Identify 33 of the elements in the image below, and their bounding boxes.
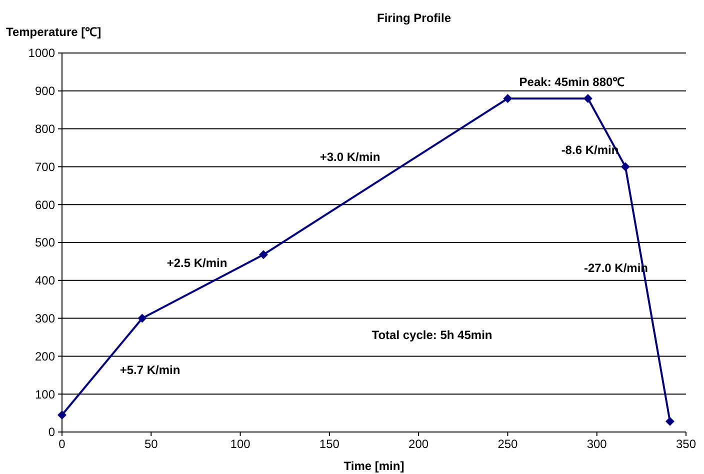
x-axis-title: Time [min] — [344, 459, 404, 473]
annotation: +2.5 K/min — [166, 256, 228, 270]
y-tick-label: 200 — [34, 349, 56, 364]
x-tick-label: 350 — [676, 437, 696, 451]
y-tick-label: 900 — [34, 84, 56, 98]
y-tick-label: 700 — [34, 160, 56, 174]
chart-title: Firing Profile — [376, 11, 452, 25]
point — [58, 410, 66, 420]
point — [620, 162, 630, 172]
point — [503, 94, 512, 103]
annotation: +3.0 K/min — [320, 150, 380, 164]
point — [258, 250, 268, 260]
x-tick-label: 0 — [58, 437, 66, 451]
y-tick-label: 1000 — [28, 46, 56, 60]
x-tick-label: 300 — [586, 437, 608, 451]
y-axis-title: Temperature [℃] — [6, 25, 102, 39]
annotation: +5.7 K/min — [120, 363, 180, 378]
x-tick-label: 250 — [498, 437, 518, 451]
annotation: Total cycle: 5h 45min — [372, 328, 492, 342]
x-tick-label: 150 — [319, 437, 340, 451]
y-tick-label: 300 — [34, 312, 56, 326]
y-tick-label: 100 — [34, 387, 56, 402]
y-tick-label: 800 — [34, 122, 56, 136]
x-tick-label: 100 — [230, 437, 251, 451]
point — [138, 314, 147, 323]
y-tick-label: 0 — [48, 425, 56, 440]
y-tick-label: 500 — [34, 236, 56, 250]
x-tick-label: 50 — [144, 437, 158, 451]
x-tick-label: 200 — [408, 437, 429, 451]
y-tick-label: 400 — [34, 274, 56, 288]
annotation: Peak: 45min 880℃ — [519, 75, 625, 90]
y-tick-label: 600 — [34, 198, 56, 212]
point — [665, 416, 674, 426]
